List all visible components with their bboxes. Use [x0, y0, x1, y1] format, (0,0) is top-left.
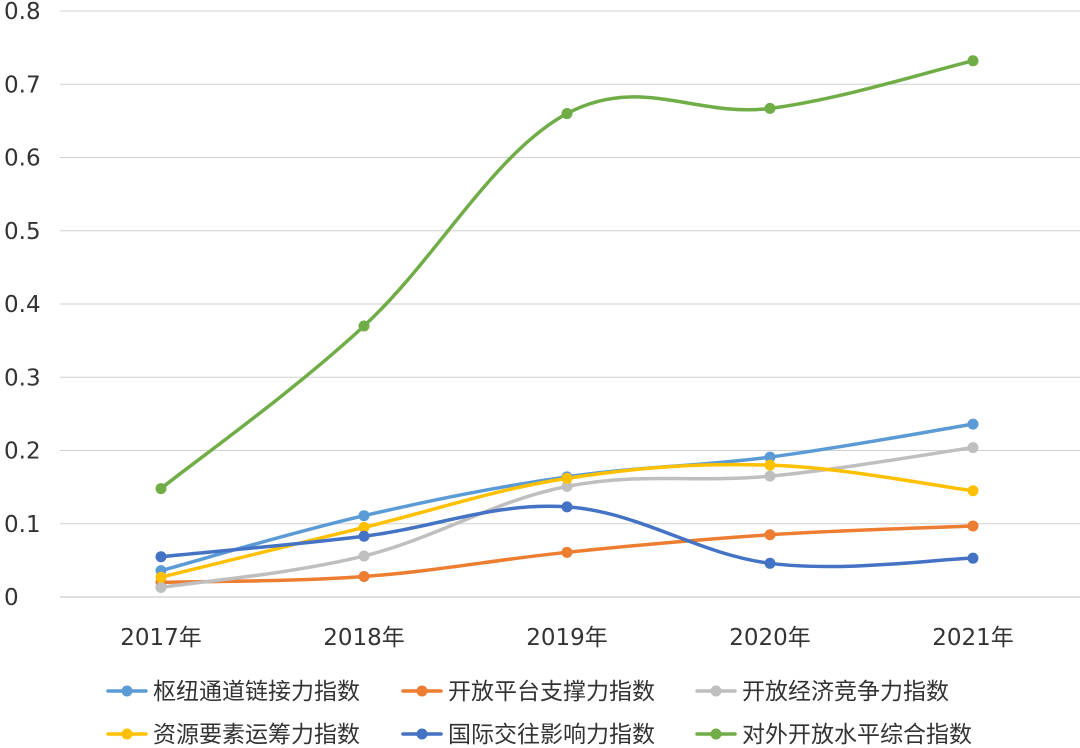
- x-tick-label: 2018年: [323, 625, 405, 651]
- legend-swatch-marker: [416, 728, 428, 740]
- data-point-1-2: [561, 546, 573, 558]
- x-tick-label: 2017年: [120, 625, 202, 651]
- series-points: [155, 55, 979, 593]
- y-tick-label: 0.2: [4, 439, 41, 465]
- y-tick-label: 0.8: [4, 0, 41, 25]
- gridlines: [60, 10, 1080, 598]
- legend-item: 国际交往影响力指数: [401, 722, 655, 748]
- data-point-1-4: [967, 520, 979, 532]
- legend-swatch-marker: [121, 685, 133, 697]
- data-point-3-1: [358, 521, 370, 533]
- legend-label: 对外开放水平综合指数: [742, 722, 972, 748]
- legend-label: 国际交往影响力指数: [448, 722, 655, 748]
- y-tick-label: 0.1: [4, 512, 41, 538]
- legend-item: 资源要素运筹力指数: [106, 722, 360, 748]
- data-point-4-0: [155, 551, 167, 563]
- data-point-2-2: [561, 480, 573, 492]
- x-axis-tick-labels: 2017年 2018年 2019年 2020年 2021年: [120, 625, 1014, 651]
- legend-swatch-marker: [710, 685, 722, 697]
- legend-swatch-marker: [121, 728, 133, 740]
- data-point-0-1: [358, 510, 370, 522]
- y-tick-label: 0.6: [4, 146, 41, 172]
- x-tick-label: 2021年: [932, 625, 1014, 651]
- x-tick-label: 2019年: [526, 625, 608, 651]
- y-tick-label: 0.4: [4, 292, 41, 318]
- legend-label: 开放经济竞争力指数: [742, 679, 949, 705]
- legend-label: 资源要素运筹力指数: [153, 722, 360, 748]
- data-point-3-3: [764, 459, 776, 471]
- y-axis-tick-labels: 0 0.1 0.2 0.3 0.4 0.5 0.6 0.7 0.8: [4, 0, 41, 611]
- y-tick-label: 0.5: [4, 219, 41, 245]
- legend-item: 对外开放水平综合指数: [695, 722, 972, 748]
- legend-item: 开放平台支撑力指数: [401, 679, 655, 705]
- legend-item: 开放经济竞争力指数: [695, 679, 949, 705]
- data-point-3-4: [967, 485, 979, 497]
- series-line-5: [159, 59, 975, 491]
- data-point-2-0: [155, 581, 167, 593]
- legend-label: 开放平台支撑力指数: [448, 679, 655, 705]
- data-point-4-1: [358, 530, 370, 542]
- data-point-5-3: [764, 102, 776, 114]
- data-point-4-3: [764, 557, 776, 569]
- data-point-1-3: [764, 529, 776, 541]
- y-tick-label: 0: [4, 585, 19, 611]
- x-tick-label: 2020年: [729, 625, 811, 651]
- data-point-5-1: [358, 320, 370, 332]
- data-point-5-4: [967, 55, 979, 67]
- data-point-4-2: [561, 501, 573, 513]
- data-point-5-2: [561, 108, 573, 120]
- y-tick-label: 0.3: [4, 365, 41, 391]
- data-point-3-0: [155, 571, 167, 583]
- legend-label: 枢纽通道链接力指数: [153, 679, 360, 705]
- legend-item: 枢纽通道链接力指数: [106, 679, 360, 705]
- data-point-0-4: [967, 418, 979, 430]
- data-point-2-3: [764, 470, 776, 482]
- data-point-5-0: [155, 483, 167, 495]
- y-tick-label: 0.7: [4, 72, 41, 98]
- data-point-4-4: [967, 552, 979, 564]
- legend-swatch-marker: [710, 728, 722, 740]
- data-point-0-3: [764, 451, 776, 463]
- data-point-2-1: [358, 550, 370, 562]
- data-point-3-2: [561, 472, 573, 484]
- legend-swatch-marker: [416, 685, 428, 697]
- data-point-1-1: [358, 570, 370, 582]
- data-point-2-4: [967, 442, 979, 454]
